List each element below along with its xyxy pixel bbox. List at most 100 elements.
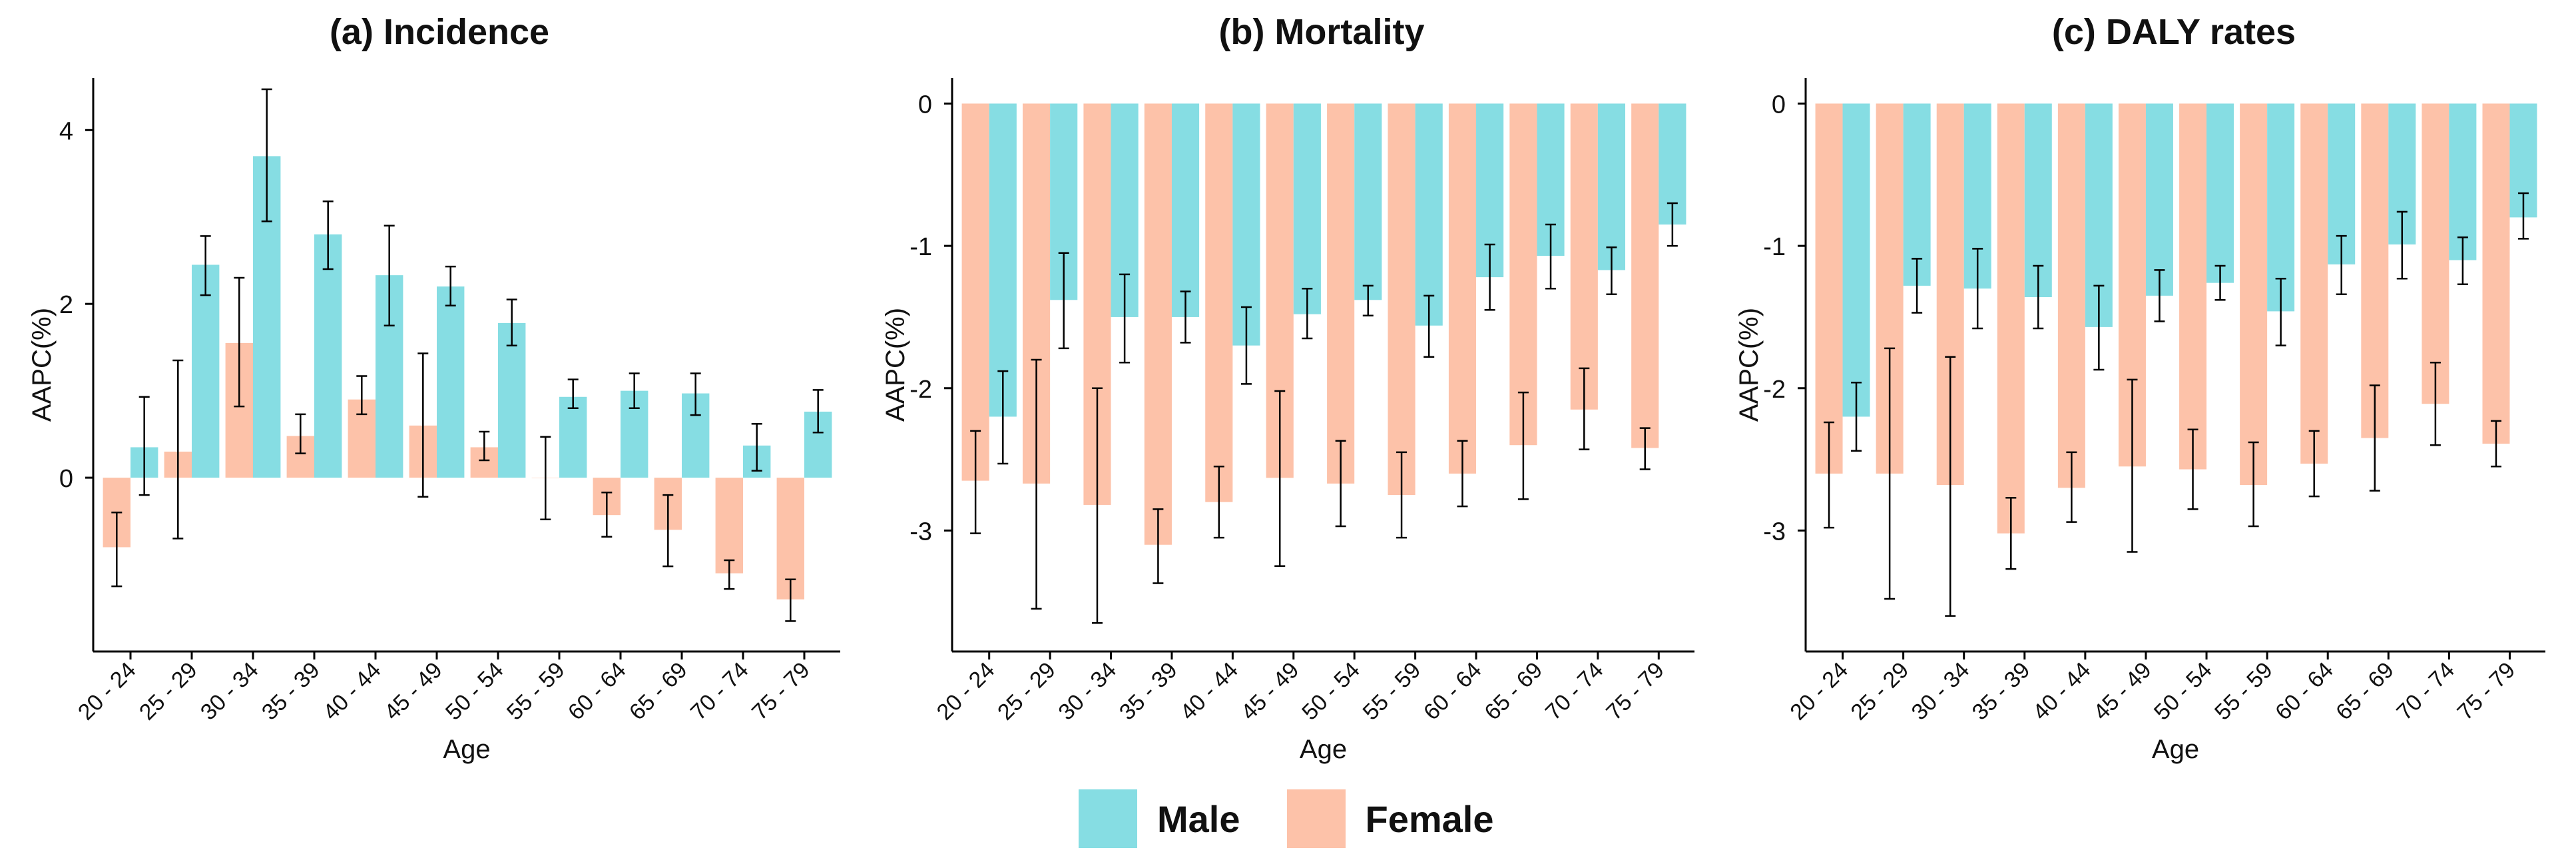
legend-item-female: Female	[1286, 789, 1494, 848]
bar-male	[2206, 103, 2234, 283]
bar-female	[1144, 103, 1172, 545]
legend-label-female: Female	[1365, 797, 1494, 840]
bar-male	[1354, 103, 1382, 300]
bar-female	[961, 103, 989, 481]
bar-male	[989, 103, 1017, 417]
legend-item-male: Male	[1079, 789, 1240, 848]
x-tick-label: 45 - 49	[2089, 657, 2157, 725]
bar-female	[1448, 103, 1477, 474]
bar-female	[1997, 103, 2025, 534]
x-tick-label: 20 - 24	[932, 657, 1000, 725]
x-axis-label: Age	[1300, 735, 1347, 764]
x-tick-label: 35 - 39	[257, 657, 325, 725]
x-tick-label: 55 - 59	[1358, 657, 1426, 725]
x-tick-label: 20 - 24	[73, 657, 141, 725]
bar-female	[2361, 103, 2389, 438]
x-tick-label: 50 - 54	[441, 657, 509, 725]
chart-title: (c) DALY rates	[2052, 12, 2296, 52]
y-tick-label: 0	[1772, 91, 1786, 119]
bar-male	[1171, 103, 1200, 317]
y-tick-label: 0	[59, 465, 73, 493]
x-tick-label: 30 - 34	[196, 657, 264, 725]
y-tick-label: -2	[909, 376, 932, 404]
legend-swatch-male	[1079, 789, 1137, 848]
x-axis-label: Age	[443, 735, 490, 764]
x-tick-label: 70 - 74	[2392, 657, 2459, 725]
x-tick-label: 40 - 44	[1175, 657, 1243, 725]
x-tick-label: 60 - 64	[1419, 657, 1487, 725]
x-tick-label: 75 - 79	[2452, 657, 2520, 725]
bar-male	[2024, 103, 2052, 298]
x-tick-label: 60 - 64	[563, 657, 631, 725]
bar-male	[1903, 103, 1931, 286]
bar-male	[559, 396, 587, 478]
chart-title: (b) Mortality	[1219, 12, 1425, 52]
bar-male	[2145, 103, 2173, 296]
x-tick-label: 60 - 64	[2270, 657, 2338, 725]
y-tick-label: -1	[1763, 233, 1786, 261]
bar-female	[715, 478, 743, 574]
legend-swatch-female	[1286, 789, 1346, 848]
bar-male	[1597, 103, 1626, 270]
x-tick-label: 50 - 54	[1297, 657, 1365, 725]
x-tick-label: 75 - 79	[1601, 657, 1669, 725]
x-tick-label: 30 - 34	[1907, 657, 1975, 725]
bar-female	[1815, 103, 1843, 474]
x-tick-label: 55 - 59	[2210, 657, 2278, 725]
bar-female	[1205, 103, 1233, 502]
x-tick-label: 65 - 69	[2331, 657, 2399, 725]
x-tick-label: 70 - 74	[1541, 657, 1609, 725]
x-tick-label: 35 - 39	[1115, 657, 1182, 725]
bar-female	[2179, 103, 2207, 470]
y-tick-label: 2	[59, 291, 73, 319]
y-tick-label: 0	[918, 91, 932, 119]
x-tick-label: 45 - 49	[380, 657, 447, 725]
y-tick-label: -3	[1763, 518, 1786, 546]
bar-female	[2300, 103, 2328, 464]
bar-male	[1842, 103, 1870, 417]
bar-female	[1509, 103, 1537, 446]
bar-male	[2267, 103, 2295, 312]
chart-title: (a) Incidence	[330, 12, 549, 52]
bar-female	[1388, 103, 1416, 495]
x-tick-label: 70 - 74	[686, 657, 754, 725]
x-tick-label: 30 - 34	[1053, 657, 1121, 725]
x-tick-label: 25 - 29	[1846, 657, 1914, 725]
y-tick-label: -3	[909, 518, 932, 546]
bar-male	[1415, 103, 1443, 326]
x-axis-label: Age	[2152, 735, 2199, 764]
x-tick-label: 35 - 39	[1967, 657, 2035, 725]
y-axis-label: AAPC(%)	[1734, 308, 1764, 422]
x-tick-label: 65 - 69	[625, 657, 692, 725]
bar-male	[1232, 103, 1260, 346]
bar-male	[498, 322, 526, 478]
bar-male	[192, 264, 220, 478]
x-tick-label: 25 - 29	[993, 657, 1061, 725]
bar-female	[2240, 103, 2268, 486]
x-tick-label: 65 - 69	[1479, 657, 1547, 725]
x-tick-label: 55 - 59	[502, 657, 570, 725]
x-tick-label: 20 - 24	[1785, 657, 1853, 725]
bar-female	[1631, 103, 1659, 448]
x-tick-label: 75 - 79	[747, 657, 815, 725]
x-tick-label: 25 - 29	[134, 657, 202, 725]
bar-female	[2482, 103, 2510, 444]
bar-male	[2449, 103, 2477, 260]
y-axis-label: AAPC(%)	[881, 308, 910, 422]
bar-male	[1293, 103, 1321, 314]
legend: Male Female	[1079, 789, 1541, 848]
x-tick-label: 40 - 44	[318, 657, 386, 725]
x-tick-label: 40 - 44	[2028, 657, 2096, 725]
bar-female	[2057, 103, 2085, 488]
bar-male	[437, 286, 465, 478]
bar-female	[1570, 103, 1598, 410]
legend-label-male: Male	[1157, 797, 1240, 840]
x-tick-label: 50 - 54	[2149, 657, 2217, 725]
y-tick-label: -2	[1763, 376, 1786, 404]
x-tick-label: 45 - 49	[1236, 657, 1304, 725]
y-axis-label: AAPC(%)	[27, 308, 57, 422]
